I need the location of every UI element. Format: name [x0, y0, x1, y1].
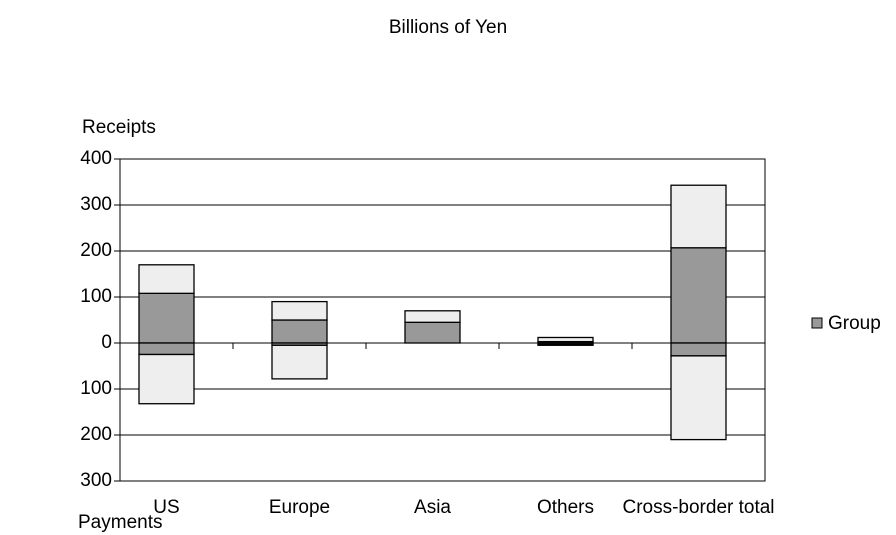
y-axis-label-bottom: Payments — [78, 512, 162, 533]
bar-segment — [670, 355, 727, 441]
legend-label: Group — [828, 313, 881, 334]
bar-segment — [138, 353, 195, 405]
bar-segment — [271, 319, 328, 344]
y-tick-label: 200 — [80, 424, 112, 445]
y-tick-label: 0 — [101, 332, 112, 353]
y-tick-label: 200 — [80, 240, 112, 261]
y-tick-label: 400 — [80, 148, 112, 169]
x-tick-label: Asia — [414, 497, 451, 518]
y-tick-label: 100 — [80, 378, 112, 399]
bar-segment — [138, 342, 195, 356]
bar-segment — [271, 344, 328, 380]
bar-segment — [404, 310, 461, 323]
bar-segment — [670, 342, 727, 357]
plot-border — [119, 158, 766, 482]
x-tick-label: Europe — [269, 497, 330, 518]
bar-segment — [271, 300, 328, 321]
y-tick-label: 300 — [80, 194, 112, 215]
legend-swatch — [811, 317, 823, 329]
bar-segment — [404, 321, 461, 344]
y-axis-label-top: Receipts — [82, 117, 156, 138]
bar-segment — [670, 184, 727, 249]
chart-title: Billions of Yen — [389, 17, 507, 38]
x-tick-label: Cross-border total — [622, 497, 774, 518]
x-tick-label: Others — [537, 497, 594, 518]
bar-segment — [138, 264, 195, 294]
y-tick-label: 100 — [80, 286, 112, 307]
bar-segment — [138, 292, 195, 344]
y-tick-label: 300 — [80, 470, 112, 491]
bar-segment — [670, 247, 727, 344]
bar-segment — [537, 343, 594, 346]
x-tick-label: US — [153, 497, 179, 518]
bar-segment — [537, 336, 594, 343]
